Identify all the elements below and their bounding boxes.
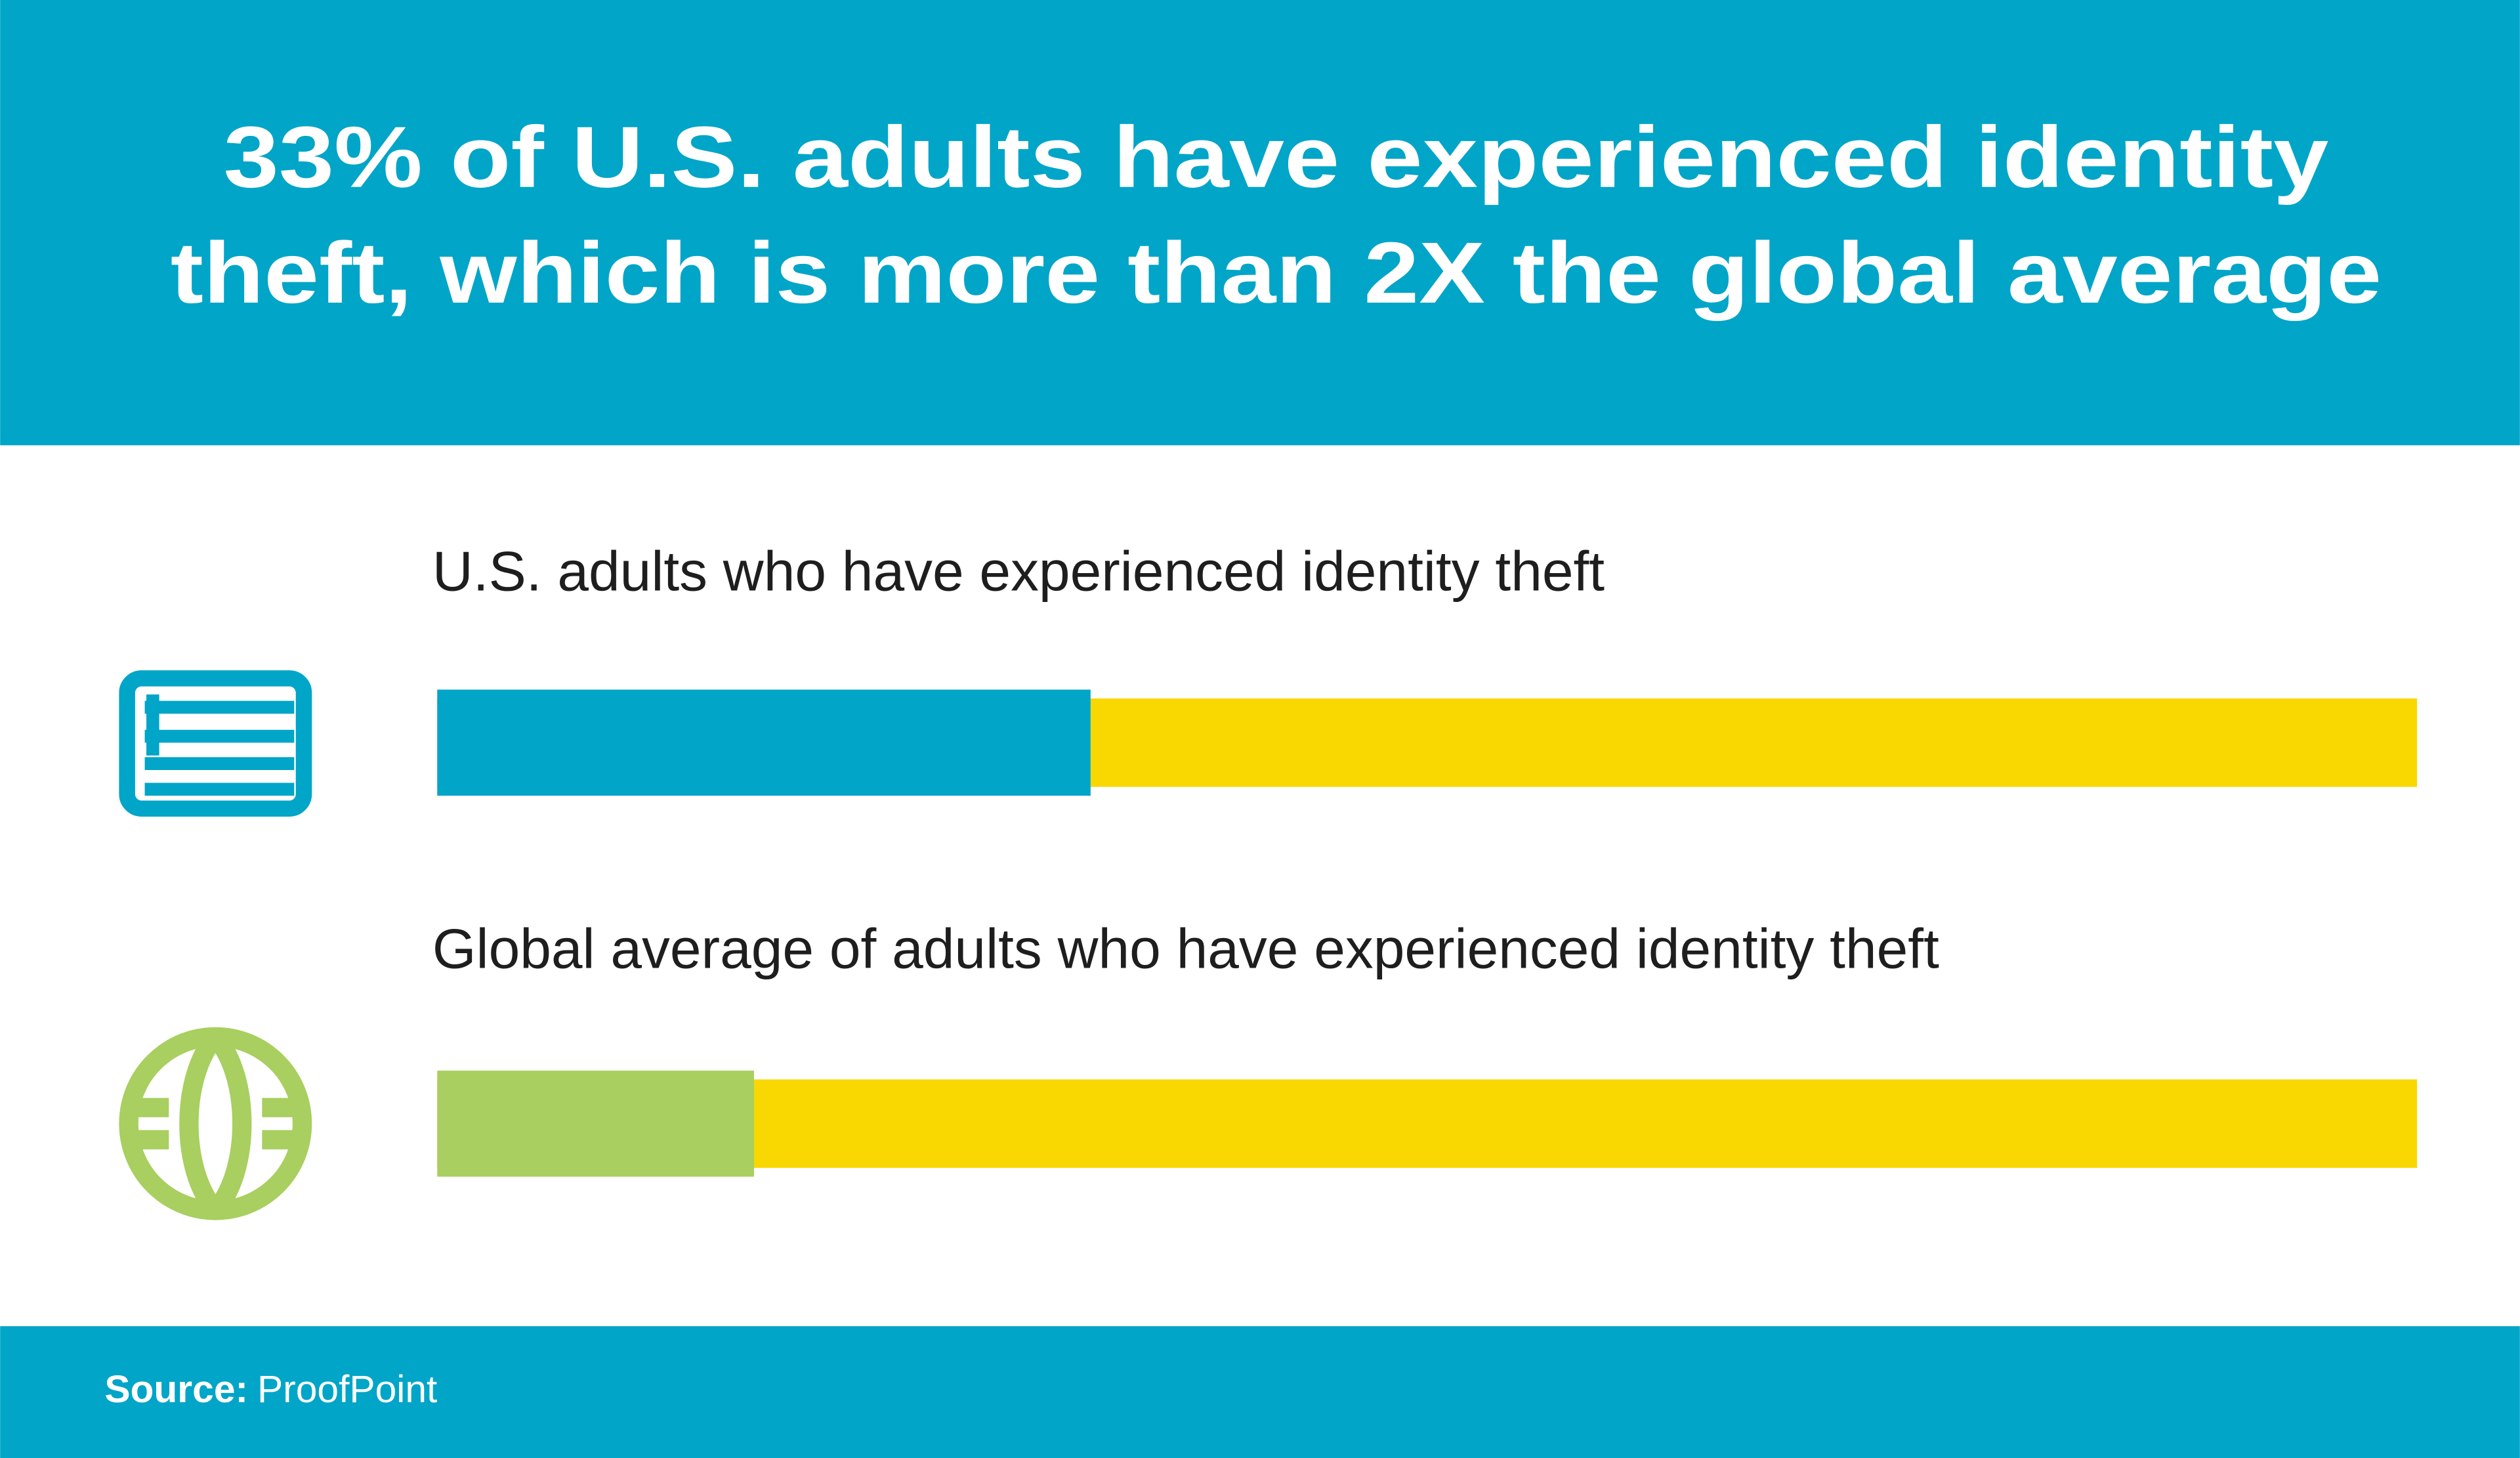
bar-label: U.S. adults who have experienced identit… — [432, 540, 1605, 603]
us-icon — [119, 670, 312, 817]
globe-icon — [119, 1027, 312, 1220]
source-label: Source: — [104, 1368, 248, 1411]
footer-band — [0, 1326, 2520, 1458]
source-text: ProofPoint — [257, 1368, 437, 1411]
chart-title: 33% of U.S. adults have experienced iden… — [224, 109, 2329, 206]
bar — [437, 1070, 754, 1177]
bar-label: Global average of adults who have experi… — [432, 918, 1939, 981]
chart-title: theft, which is more than 2X the global … — [171, 225, 2382, 322]
bar — [437, 689, 1091, 796]
header-band — [0, 0, 2520, 446]
bar-track — [437, 1079, 2418, 1169]
